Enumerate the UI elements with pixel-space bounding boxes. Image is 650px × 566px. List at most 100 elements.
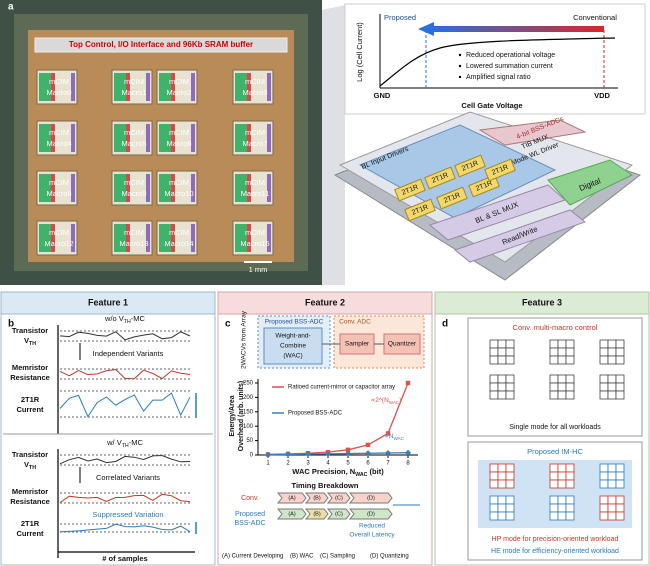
block-text: Weight-and- [275, 333, 310, 340]
timing-step: (A) [288, 495, 296, 501]
row-label: Resistance [10, 497, 50, 506]
macro-cell [497, 382, 507, 392]
timing-step: (B) [313, 511, 321, 517]
panel-b [0, 291, 216, 566]
waveform [59, 331, 191, 341]
macro-cell [557, 382, 567, 392]
wac-block [263, 327, 323, 365]
shift-arrow [432, 26, 604, 32]
block-text: Sampler [345, 341, 370, 348]
macro-array [235, 73, 247, 101]
macro-adc [71, 124, 75, 152]
panel-label: c [225, 319, 231, 330]
label-part: w/ V [106, 438, 122, 447]
macro-type: mCIM [49, 178, 69, 187]
macro-adc [71, 224, 75, 252]
bullet-text: Reduced operational voltage [466, 52, 555, 59]
macro-array [235, 174, 247, 202]
label-part: w/o V [104, 314, 124, 323]
x-tick-label: 2 [286, 461, 290, 467]
macro-cell [549, 374, 559, 384]
label-part: ∝N [384, 433, 394, 440]
timing-row-label: BSS-ADC [234, 520, 265, 527]
macro-cell [607, 495, 617, 505]
series-line [267, 452, 409, 456]
macro-cell [599, 347, 609, 357]
macro-cell [565, 390, 575, 400]
row-label: Memristor [12, 487, 48, 496]
macro-cell [557, 355, 567, 365]
macro-adc [267, 73, 271, 101]
macro-cell [607, 347, 617, 357]
macro-name: Macro1 [121, 88, 146, 97]
y-label: Energy/Area [229, 395, 236, 436]
macro-array [235, 224, 247, 252]
y-tick-label: 0 [250, 453, 254, 459]
arrowhead [418, 22, 434, 36]
row-label: VTH [24, 460, 36, 471]
macro-cell [497, 463, 507, 473]
data-point [345, 447, 351, 453]
macro-cell [557, 374, 567, 384]
macro-cell [489, 511, 499, 521]
macro-cell [607, 382, 617, 392]
data-point [365, 450, 371, 457]
row-label: VTH [24, 336, 36, 347]
macro-periphery [51, 124, 55, 152]
macro-name: Macro4 [46, 139, 71, 148]
macro-cell [505, 382, 515, 392]
x-tick-label: 7 [386, 461, 390, 467]
cell-block [404, 198, 436, 222]
macro-cell [565, 355, 575, 365]
macro-cell [549, 390, 559, 400]
x-tick-label: 5 [346, 461, 350, 467]
macro-cell [497, 479, 507, 489]
macro-type: mCIM [49, 128, 69, 137]
side-label: 2WACVs from Array [241, 310, 248, 369]
macro-name: Macro0 [46, 88, 71, 97]
annotation: ∝2^(NWAC) [371, 397, 402, 405]
macro-cell [489, 339, 499, 349]
macro-adc [191, 174, 195, 202]
x-tick-label: 6 [366, 461, 370, 467]
label-part: V [24, 336, 29, 345]
timing-legend: (C) Sampling [320, 554, 355, 560]
macro-cell [505, 463, 515, 473]
macro-cell [549, 503, 559, 513]
block-text: (WAC) [283, 353, 302, 360]
macro-cell [489, 479, 499, 489]
macro-type: mCIM [124, 77, 144, 86]
timing-row-label: Proposed [235, 511, 265, 518]
macro-cell [505, 339, 515, 349]
timing-segment [348, 492, 393, 504]
macro-adc [71, 174, 75, 202]
macro-cell [489, 347, 499, 357]
waveform [59, 493, 191, 504]
data-point [305, 451, 311, 458]
macro-cell [615, 471, 625, 481]
block-title: Proposed BSS-ADC [265, 319, 324, 326]
legend-label: Proposed BSS-ADC [288, 411, 343, 417]
row-label: Memristor [12, 363, 48, 372]
reduced-label: Overall Latency [349, 532, 395, 539]
curve [379, 37, 616, 87]
macro-periphery [247, 174, 251, 202]
label-part: WAC [389, 400, 400, 405]
macro-periphery [171, 224, 175, 252]
macro-periphery [126, 73, 130, 101]
data-point [405, 380, 411, 386]
label-part: ∝2^(N [371, 397, 389, 404]
macro-array [39, 73, 51, 101]
timing-segment [348, 508, 393, 520]
macro-cell [557, 339, 567, 349]
row-label: Resistance [10, 373, 50, 382]
macro-array [114, 73, 126, 101]
data-point [385, 449, 391, 456]
timing-step: (D) [367, 495, 375, 501]
macro-cell [565, 471, 575, 481]
macro-adc [146, 224, 150, 252]
macro-cell [497, 495, 507, 505]
cell-block [394, 178, 426, 202]
y-tick-label: 250 [243, 381, 254, 387]
timing-segment [276, 508, 307, 520]
